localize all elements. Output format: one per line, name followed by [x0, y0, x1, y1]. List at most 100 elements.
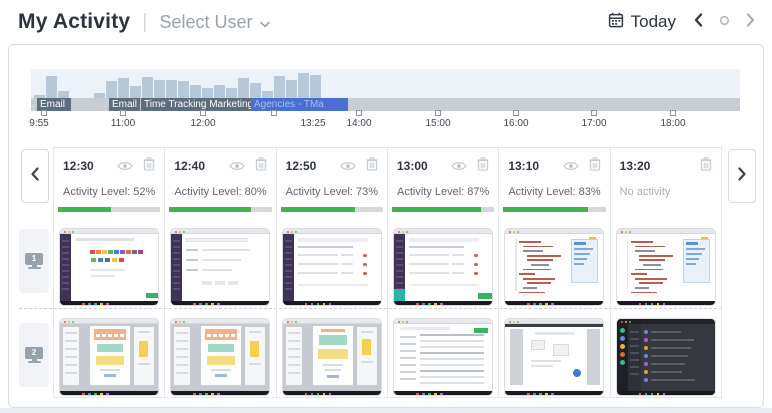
activity-level-label: Activity Level: 80% — [174, 186, 267, 198]
activity-progress-bar — [280, 207, 383, 212]
histogram-bar — [46, 75, 57, 98]
screenshot-thumbnail[interactable] — [504, 318, 605, 396]
screenshot-card-13-20: 13:20 No activity — [611, 148, 721, 397]
activity-level-label: Activity Level: 52% — [63, 186, 156, 198]
histogram-bar — [286, 80, 297, 98]
screenshot-thumbnail[interactable] — [281, 228, 382, 306]
histogram-bar — [118, 78, 129, 98]
cards-scroll-left-button[interactable] — [21, 149, 49, 203]
timeline-tick-label: 9:55 — [29, 118, 49, 129]
timeline-tick-label: 15:00 — [425, 118, 451, 129]
view-screenshot-button[interactable] — [117, 159, 134, 177]
chevron-right-icon — [737, 166, 747, 186]
timeline-tick-label: 17:00 — [581, 118, 607, 129]
calendar-icon — [608, 12, 624, 33]
next-day-button[interactable] — [745, 12, 756, 32]
timeline-tick-label: 14:00 — [346, 118, 372, 129]
histogram-bar — [298, 73, 309, 98]
timeline-segment[interactable]: Agencies - TMa — [251, 98, 348, 111]
timeline-marker — [513, 110, 519, 116]
activity-progress-bar — [503, 207, 606, 212]
histogram-bar — [178, 80, 189, 98]
rows-divider — [19, 308, 722, 309]
screenshot-thumbnail[interactable] — [170, 228, 271, 306]
timeline-tick-label: 11:00 — [110, 118, 136, 129]
timeline-marker — [120, 110, 126, 116]
screenshot-thumbnail[interactable] — [393, 318, 494, 396]
timeline-marker — [356, 110, 362, 116]
view-screenshot-button[interactable] — [451, 159, 468, 177]
delete-screenshot-button[interactable] — [700, 157, 712, 176]
histogram-bar — [142, 77, 153, 98]
histogram-bar — [94, 93, 105, 98]
histogram-bar — [214, 84, 225, 98]
activity-panel: Email Email Time Tracking Marketing Agencie… — [8, 44, 764, 408]
histogram-bar — [202, 88, 213, 98]
today-button[interactable]: Today — [608, 12, 676, 33]
timeline-marker — [435, 110, 441, 116]
monitor-2-icon: 2 — [19, 323, 49, 387]
screenshot-thumbnail[interactable] — [615, 228, 716, 306]
delete-screenshot-button[interactable] — [143, 157, 155, 176]
screenshot-thumbnail[interactable] — [59, 318, 160, 396]
histogram-bar — [310, 75, 321, 98]
activity-progress-fill — [169, 207, 252, 212]
timeline-tick-label: 12:00 — [190, 118, 216, 129]
timeline-marker — [200, 110, 206, 116]
card-time: 12:50 — [285, 159, 317, 173]
activity-progress-fill — [58, 207, 112, 212]
chevron-left-icon — [30, 166, 40, 186]
delete-screenshot-button[interactable] — [477, 157, 489, 176]
screenshot-card-13-10: 13:10 Activity Level: 83% — [499, 148, 611, 397]
timeline-segment[interactable]: Email — [37, 98, 71, 111]
card-time: 12:30 — [63, 159, 94, 173]
page-title: My Activity — [18, 10, 131, 33]
screenshot-thumbnail[interactable] — [615, 318, 716, 396]
select-user-label: Select User — [159, 11, 253, 32]
delete-screenshot-button[interactable] — [255, 157, 267, 176]
timeline-ticks: 9:55 11:00 12:00 13:25 14:00 15:00 16:00 17:00 1… — [29, 45, 740, 135]
card-time: 12:40 — [174, 159, 206, 173]
delete-screenshot-button[interactable] — [589, 157, 601, 176]
delete-screenshot-button[interactable] — [366, 157, 378, 176]
chevron-down-icon — [259, 12, 270, 33]
card-time: 13:10 — [508, 159, 540, 173]
activity-histogram — [31, 69, 740, 98]
activity-progress-bar — [169, 207, 272, 212]
card-time: 13:20 — [619, 159, 651, 173]
histogram-bar — [250, 82, 261, 98]
histogram-bar — [154, 80, 165, 98]
histogram-bar — [166, 80, 177, 98]
screenshot-thumbnail[interactable] — [170, 318, 271, 396]
timeline-segment[interactable]: Email — [109, 98, 140, 111]
view-screenshot-button[interactable] — [340, 159, 356, 177]
select-user-dropdown[interactable]: Select User — [160, 12, 270, 33]
monitor-1-icon: 1 — [19, 229, 49, 293]
histogram-bar — [190, 84, 201, 98]
timeline-segment[interactable]: Time Tracking Marketing — [141, 98, 251, 111]
activity-level-label: Activity Level: 73% — [285, 186, 378, 198]
screenshot-thumbnail[interactable] — [504, 228, 605, 306]
timeline-tick-label: 16:00 — [503, 118, 529, 129]
activity-progress-bar — [58, 207, 161, 212]
cards-grid: 12:30 Activity Level: 52% 12:40 Activity Le… — [53, 147, 722, 398]
histogram-bar — [58, 91, 69, 98]
screenshot-card-13-00: 13:00 Activity Level: 87% — [388, 148, 500, 397]
timeline-tick-label: 13:25 — [300, 118, 326, 129]
current-day-dot-icon[interactable] — [719, 13, 730, 31]
timeline-band: Email Email Time Tracking Marketing Agencie… — [31, 98, 740, 111]
screenshot-thumbnail[interactable] — [281, 318, 382, 396]
timeline-tick-label: 18:00 — [660, 118, 686, 129]
cards-scroll-right-button[interactable] — [728, 149, 756, 203]
screenshot-thumbnail[interactable] — [393, 228, 494, 306]
card-time: 13:00 — [396, 159, 428, 173]
histogram-bar — [106, 80, 117, 98]
prev-day-button[interactable] — [693, 12, 704, 32]
screenshot-thumbnail[interactable] — [59, 228, 160, 306]
timeline-marker — [271, 110, 277, 116]
screenshot-card-12-50: 12:50 Activity Level: 73% — [277, 148, 388, 397]
view-screenshot-button[interactable] — [562, 159, 579, 177]
view-screenshot-button[interactable] — [228, 159, 245, 177]
activity-progress-fill — [280, 207, 356, 212]
